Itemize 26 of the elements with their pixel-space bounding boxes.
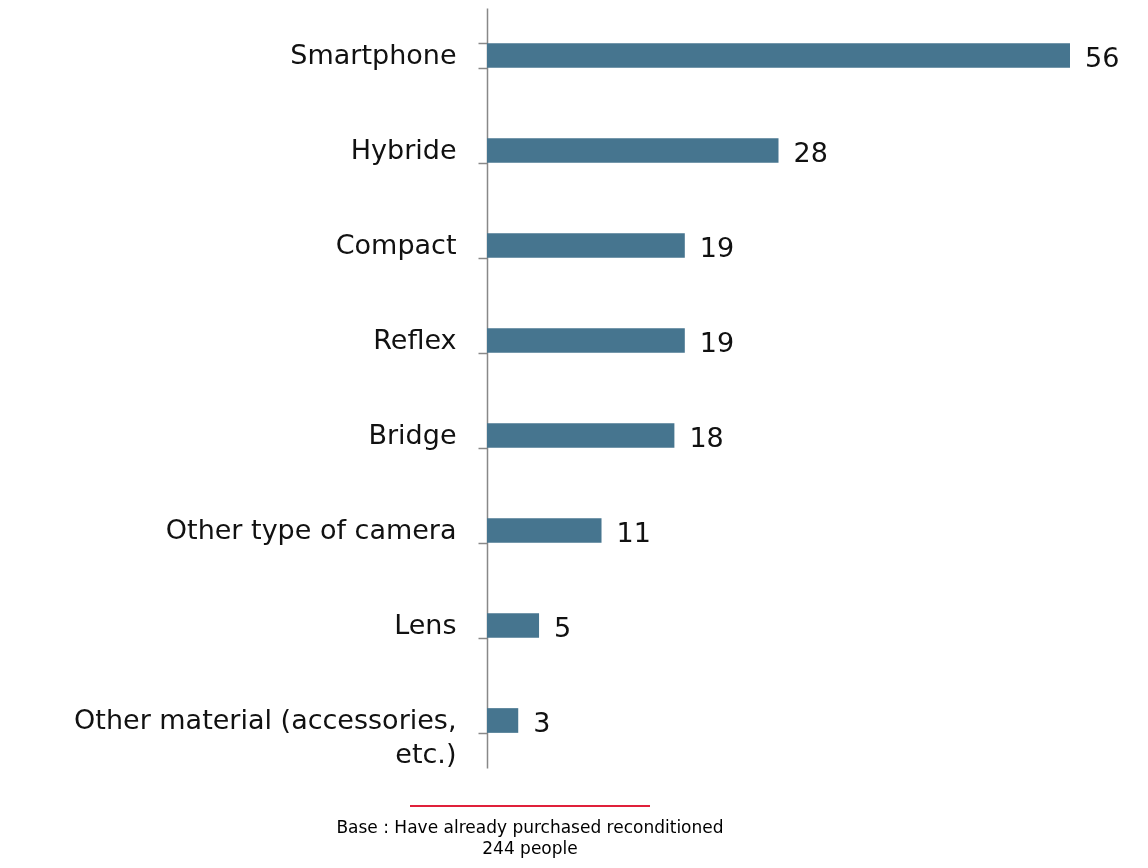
text: Base : Have already purchased reconditioned <box>335 817 725 838</box>
y-tick-label: Other type of camera <box>165 514 457 545</box>
y-tick-label: Compact <box>335 229 457 260</box>
y-tick-label: Smartphone <box>290 39 457 70</box>
bar <box>487 138 779 163</box>
bar <box>487 43 1070 68</box>
bar <box>487 518 602 543</box>
data-label: 11 <box>616 516 651 548</box>
data-label: 56 <box>1085 41 1120 73</box>
y-tick-label: Lens <box>394 609 457 640</box>
data-label: 5 <box>554 611 572 643</box>
bar <box>487 423 675 448</box>
y-tick-label: Hybride <box>350 134 457 165</box>
bar <box>487 328 685 353</box>
data-label: 19 <box>699 326 735 358</box>
data-label: 18 <box>689 421 724 453</box>
bar <box>487 233 685 258</box>
y-tick-label: Reflex <box>373 324 457 355</box>
data-label: 19 <box>699 231 735 263</box>
data-label: 28 <box>793 136 828 168</box>
data-label: 3 <box>533 706 551 738</box>
y-tick-label: Bridge <box>368 419 457 450</box>
text: 244 people <box>481 838 579 859</box>
y-tick-label: Other material (accessories, etc.) <box>74 704 457 769</box>
bar <box>487 613 540 638</box>
bar <box>487 708 519 733</box>
